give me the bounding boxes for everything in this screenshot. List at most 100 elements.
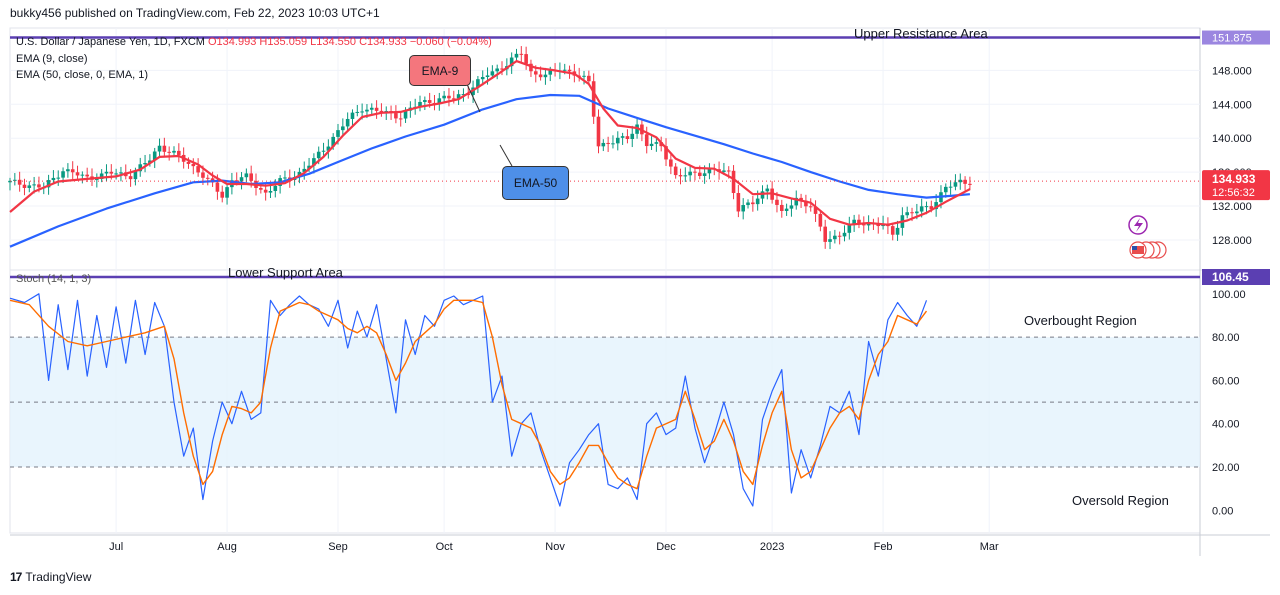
candle-body	[109, 171, 114, 174]
symbol-legend[interactable]: U.S. Dollar / Japanese Yen, 1D, FXCM O13…	[16, 36, 492, 48]
candle-body	[157, 145, 162, 152]
ema9-legend[interactable]: EMA (9, close)	[16, 53, 88, 65]
candle-body	[524, 54, 528, 64]
candle-body	[611, 143, 615, 145]
candle-body	[114, 173, 118, 175]
resistance-price-tag	[1202, 30, 1270, 45]
candle-body	[331, 136, 335, 147]
candle-body	[601, 142, 606, 147]
candle-body	[61, 171, 65, 178]
candle-body	[847, 224, 852, 233]
candle-body	[905, 212, 910, 216]
markers	[464, 79, 1167, 259]
candle-body	[514, 53, 519, 58]
candle-body	[485, 75, 490, 78]
candle-body	[509, 57, 514, 67]
candle-body	[186, 161, 191, 164]
candle-body	[543, 74, 548, 78]
candle-body	[369, 107, 374, 110]
candle-body	[929, 206, 934, 210]
candle-body	[548, 69, 553, 75]
candle-body	[152, 151, 157, 161]
candle-body	[205, 177, 210, 179]
candle-body	[480, 77, 485, 80]
ema9-line	[9, 59, 971, 226]
candle-body	[630, 133, 635, 139]
candle-body	[924, 206, 929, 208]
candle-body	[707, 168, 712, 174]
time-tick-label: Jul	[109, 541, 123, 553]
candle-body	[95, 179, 99, 181]
candle-body	[736, 193, 741, 212]
candle-body	[808, 206, 813, 208]
candle-body	[587, 75, 591, 82]
candle-body	[466, 94, 471, 96]
candle-body	[99, 173, 104, 180]
oversold-label: Oversold Region	[1072, 493, 1169, 508]
time-tick-label: Mar	[980, 541, 999, 553]
candle-body	[562, 69, 567, 71]
candle-body	[741, 205, 745, 212]
candle-body	[374, 107, 379, 111]
candle-body	[143, 163, 147, 165]
candle-body	[167, 151, 171, 153]
candle-body	[615, 137, 620, 144]
candle-body	[693, 171, 697, 173]
candle-body	[678, 175, 683, 177]
bar-countdown: 12:56:32	[1212, 187, 1255, 199]
candle-body	[722, 170, 726, 172]
candle-body	[201, 172, 205, 178]
candle-body	[538, 74, 543, 78]
candle-body	[355, 111, 360, 113]
ema50-legend[interactable]: EMA (50, close, 0, EMA, 1)	[16, 69, 149, 81]
candle-body	[104, 171, 109, 174]
time-tick-label: Nov	[545, 541, 565, 553]
candle-body	[746, 202, 750, 206]
candle-body	[669, 159, 673, 167]
candle-body	[75, 172, 80, 176]
candle-body	[683, 175, 688, 177]
axes: 128.000132.000136.000140.000144.000148.0…	[109, 30, 1270, 553]
symbol-name[interactable]: U.S. Dollar / Japanese Yen, 1D, FXCM	[16, 36, 205, 48]
candle-body	[673, 166, 678, 176]
candle-body	[234, 180, 239, 182]
candle-body	[818, 213, 823, 227]
candle-body	[220, 191, 225, 198]
candle-body	[943, 186, 948, 193]
candle-body	[461, 94, 466, 96]
candle-body	[823, 226, 827, 242]
stoch-tick-label: 40.00	[1212, 419, 1240, 431]
candle-body	[828, 239, 832, 242]
upper-resistance-label: Upper Resistance Area	[854, 26, 988, 41]
price-tick-label: 148.000	[1212, 65, 1252, 77]
candle-body	[799, 197, 803, 201]
candle-body	[765, 188, 770, 192]
candle-body	[760, 191, 765, 199]
stoch-legend[interactable]: Stoch (14, 1, 3)	[16, 273, 92, 285]
footer-brand[interactable]: 17 TradingView	[10, 570, 91, 584]
candle-body	[968, 183, 972, 185]
candle-body	[953, 182, 958, 187]
candle-body	[177, 150, 181, 155]
candle-body	[804, 200, 808, 207]
candle-body	[688, 171, 692, 176]
ema9-callout: EMA-9	[409, 55, 471, 86]
candle-body	[567, 69, 572, 72]
candle-body	[731, 170, 736, 194]
candle-body	[533, 71, 538, 75]
candle-body	[606, 142, 610, 144]
candle-body	[519, 53, 524, 55]
brand-name: TradingView	[25, 570, 92, 584]
lightning-glyph	[1134, 218, 1143, 232]
candle-body	[456, 94, 461, 99]
candle-body	[915, 211, 919, 214]
candle-body	[890, 226, 895, 235]
us-flag-glyph	[1132, 246, 1144, 254]
candle-body	[66, 169, 70, 172]
candle-body	[316, 151, 321, 159]
candle-body	[726, 170, 731, 172]
last-price-tag[interactable]	[1202, 170, 1270, 201]
candle-body	[644, 134, 649, 147]
candle-body	[138, 164, 143, 172]
